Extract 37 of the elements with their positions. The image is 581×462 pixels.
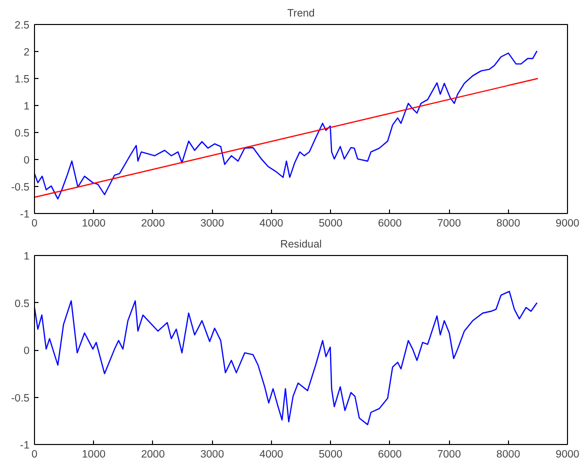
x-tick-label: 4000 [260, 448, 284, 460]
y-tick-label: -1 [20, 208, 30, 220]
y-tick-label: -0.5 [11, 182, 30, 194]
y-tick-label: 0 [24, 345, 30, 357]
x-tick-label: 0 [32, 448, 38, 460]
x-tick-label: 0 [32, 218, 38, 230]
y-tick-label: -1 [20, 440, 30, 452]
x-tick-label: 7000 [437, 218, 461, 230]
x-tick-label: 6000 [378, 218, 402, 230]
y-tick-label: 2.5 [14, 20, 30, 32]
y-tick-label: 1 [24, 250, 30, 262]
x-tick-label: 3000 [200, 448, 224, 460]
x-tick-label: 8000 [496, 448, 520, 460]
x-tick-label: 5000 [318, 218, 343, 230]
chart-title: Trend [287, 8, 315, 20]
line-series [34, 290, 538, 426]
x-tick-label: 6000 [378, 448, 402, 460]
x-tick-label: 9000 [556, 218, 580, 230]
x-tick-label: 2000 [141, 218, 165, 230]
x-tick-label: 7000 [437, 448, 461, 460]
y-tick-label: -0.5 [11, 392, 30, 404]
y-tick-label: 1 [24, 100, 30, 112]
x-tick-label: 1000 [82, 448, 106, 460]
x-tick-label: 4000 [260, 218, 284, 230]
x-tick-label: 2000 [141, 448, 165, 460]
y-tick-label: 0.5 [14, 298, 30, 310]
x-tick-label: 5000 [318, 448, 343, 460]
y-tick-label: 0 [24, 154, 30, 166]
y-tick-label: 1.5 [14, 74, 30, 86]
line-series [34, 50, 538, 200]
y-tick-label: 2 [24, 46, 30, 58]
x-tick-label: 1000 [82, 218, 106, 230]
x-tick-label: 8000 [496, 218, 520, 230]
x-tick-label: 3000 [200, 218, 224, 230]
chart-title: Residual [280, 238, 322, 250]
y-tick-label: 0.5 [14, 128, 30, 140]
x-tick-label: 9000 [556, 448, 580, 460]
